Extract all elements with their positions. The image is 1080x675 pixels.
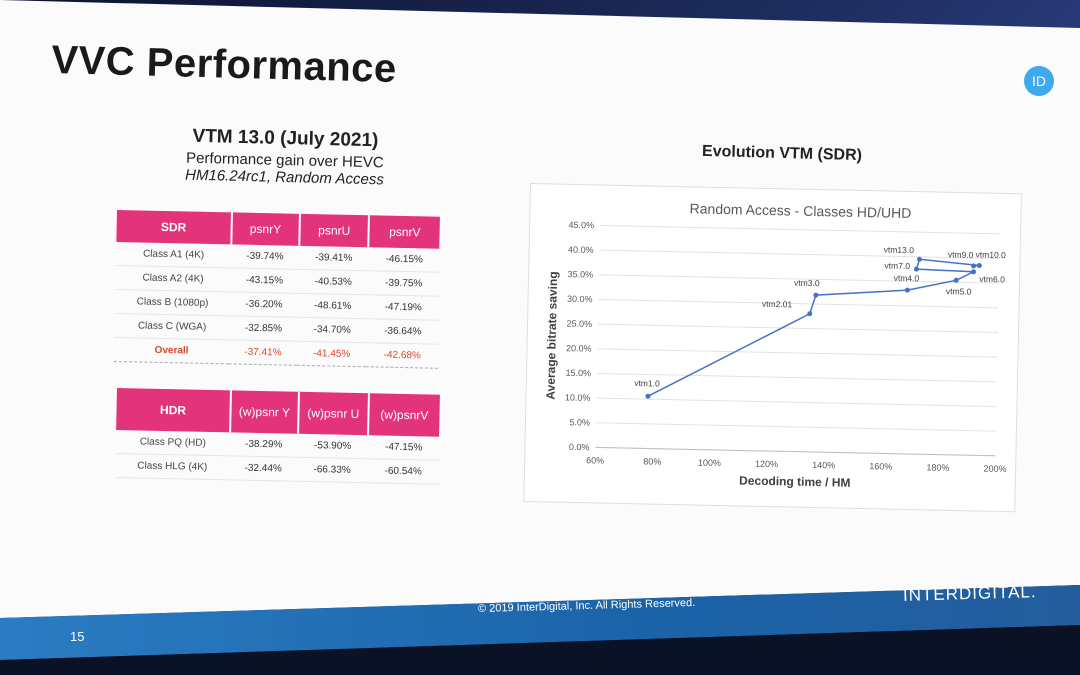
row-label: Class B (1080p) [114, 289, 231, 316]
x-tick-label: 200% [983, 464, 1006, 474]
data-label: vtm10.0 [975, 249, 1006, 260]
gridline [599, 249, 1000, 260]
table-cell: -60.54% [366, 458, 440, 485]
row-label: Class HLG (4K) [115, 453, 230, 480]
hdr-header-cell: (w)psnr Y [229, 390, 299, 434]
gridline [596, 397, 997, 407]
row-label: Class A1 (4K) [115, 241, 232, 268]
data-point [971, 263, 977, 269]
data-label: vtm2.01 [762, 299, 793, 310]
gridline [595, 422, 996, 432]
row-label: Class C (WGA) [114, 313, 230, 340]
data-point [953, 277, 959, 283]
data-label: vtm7.0 [884, 260, 910, 271]
chart-container: Random Access - Classes HD/UHD 0.0% 5.0% 10… [523, 183, 1022, 513]
y-tick-label: 35.0% [567, 269, 593, 280]
y-tick-label: 5.0% [569, 417, 590, 427]
y-tick-label: 10.0% [565, 392, 591, 403]
page-title: VVC Performance [50, 38, 398, 92]
sdr-table: SDR psnrY psnrU psnrV Class A1 (4K) -39.… [113, 210, 442, 369]
x-tick-label: 100% [698, 458, 721, 468]
sdr-header-cell: psnrV [368, 215, 441, 249]
data-point [913, 266, 919, 272]
x-tick-label: 120% [755, 459, 778, 469]
table-cell: -32.44% [228, 455, 298, 482]
sdr-header-cell: SDR [116, 210, 232, 245]
table-cell: -46.15% [368, 247, 441, 273]
table-cell: -34.70% [297, 317, 368, 343]
y-tick-label: 45.0% [568, 220, 594, 231]
x-tick-label: 140% [812, 460, 835, 470]
gridline [597, 348, 998, 358]
y-tick-label: 15.0% [565, 368, 591, 379]
sdr-header-cell: psnrU [299, 213, 370, 248]
series-line [647, 258, 980, 397]
table-cell: -66.33% [296, 457, 368, 483]
data-label: vtm6.0 [979, 274, 1005, 285]
y-tick-label: 40.0% [568, 244, 594, 255]
data-point [916, 256, 922, 262]
gridline [598, 298, 999, 309]
y-tick-label: 30.0% [567, 294, 593, 305]
table-cell: -48.61% [297, 293, 368, 319]
data-label: vtm3.0 [794, 278, 820, 289]
table-cell: -53.90% [297, 433, 368, 459]
hdr-table: HDR (w)psnr Y (w)psnr U (w)psnrV Class P… [115, 388, 442, 485]
hdr-header-cell: HDR [116, 388, 231, 433]
table-cell: -39.75% [367, 270, 440, 297]
overall-cell: -41.45% [296, 341, 367, 367]
overall-cell: -42.68% [366, 342, 439, 369]
data-label: vtm4.0 [894, 273, 920, 284]
sdr-header-cell: psnrY [231, 212, 300, 246]
table-cell: -36.64% [366, 318, 439, 345]
gridline [600, 224, 1001, 235]
table-cell: -40.53% [298, 269, 369, 295]
x-tick-label: 60% [586, 455, 604, 465]
table-cell: -47.19% [367, 294, 440, 321]
page-number: 15 [70, 629, 85, 644]
data-point [807, 311, 813, 317]
y-tick-label: 25.0% [566, 318, 592, 329]
overall-label: Overall [113, 337, 230, 364]
id-logo-badge: ID [1024, 66, 1054, 96]
table-cell: -32.85% [229, 315, 298, 342]
hdr-header-cell: (w)psnr U [297, 391, 369, 436]
data-label: vtm1.0 [634, 378, 660, 389]
data-point [971, 269, 977, 275]
data-label: vtm9.0 [948, 249, 974, 260]
data-point [813, 292, 819, 298]
table-cell: -38.29% [229, 432, 298, 458]
data-point [645, 393, 651, 399]
table-cell: -39.74% [230, 244, 300, 270]
chart-svg: Random Access - Classes HD/UHD 0.0% 5.0% 10… [543, 200, 1006, 489]
data-point [904, 287, 910, 293]
data-point [976, 262, 982, 268]
table-cell: -36.20% [229, 291, 299, 318]
x-tick-label: 80% [643, 456, 661, 466]
table-cell: -39.41% [298, 245, 369, 271]
hdr-header-cell: (w)psnrV [367, 393, 441, 437]
hdr-header-row: HDR (w)psnr Y (w)psnr U (w)psnrV [116, 388, 441, 437]
y-axis-label: Average bitrate saving [543, 271, 560, 400]
vtm-heading: VTM 13.0 (July 2021) [192, 125, 379, 152]
gridline [599, 274, 1000, 284]
y-tick-label: 20.0% [566, 343, 592, 354]
table-cell: -47.15% [367, 435, 441, 461]
data-label: vtm13.0 [884, 245, 915, 256]
row-label: Class A2 (4K) [115, 265, 231, 292]
x-tick-label: 160% [869, 461, 892, 471]
chart-title: Random Access - Classes HD/UHD [689, 200, 911, 221]
gridline [597, 372, 997, 383]
left-heading-block: VTM 13.0 (July 2021) Performance gain ov… [159, 125, 410, 189]
x-tick-label: 180% [926, 462, 949, 472]
y-tick-label: 0.0% [569, 442, 590, 452]
x-axis-line [595, 446, 996, 457]
gridline [598, 323, 998, 333]
x-axis-label: Decoding time / HM [739, 473, 851, 489]
table-cell: -43.15% [230, 267, 299, 294]
row-label: Class PQ (HD) [115, 429, 230, 456]
brand-logo: INTERDIGITAL. [902, 582, 1037, 605]
overall-cell: -37.41% [228, 339, 298, 366]
data-label: vtm5.0 [946, 286, 972, 297]
